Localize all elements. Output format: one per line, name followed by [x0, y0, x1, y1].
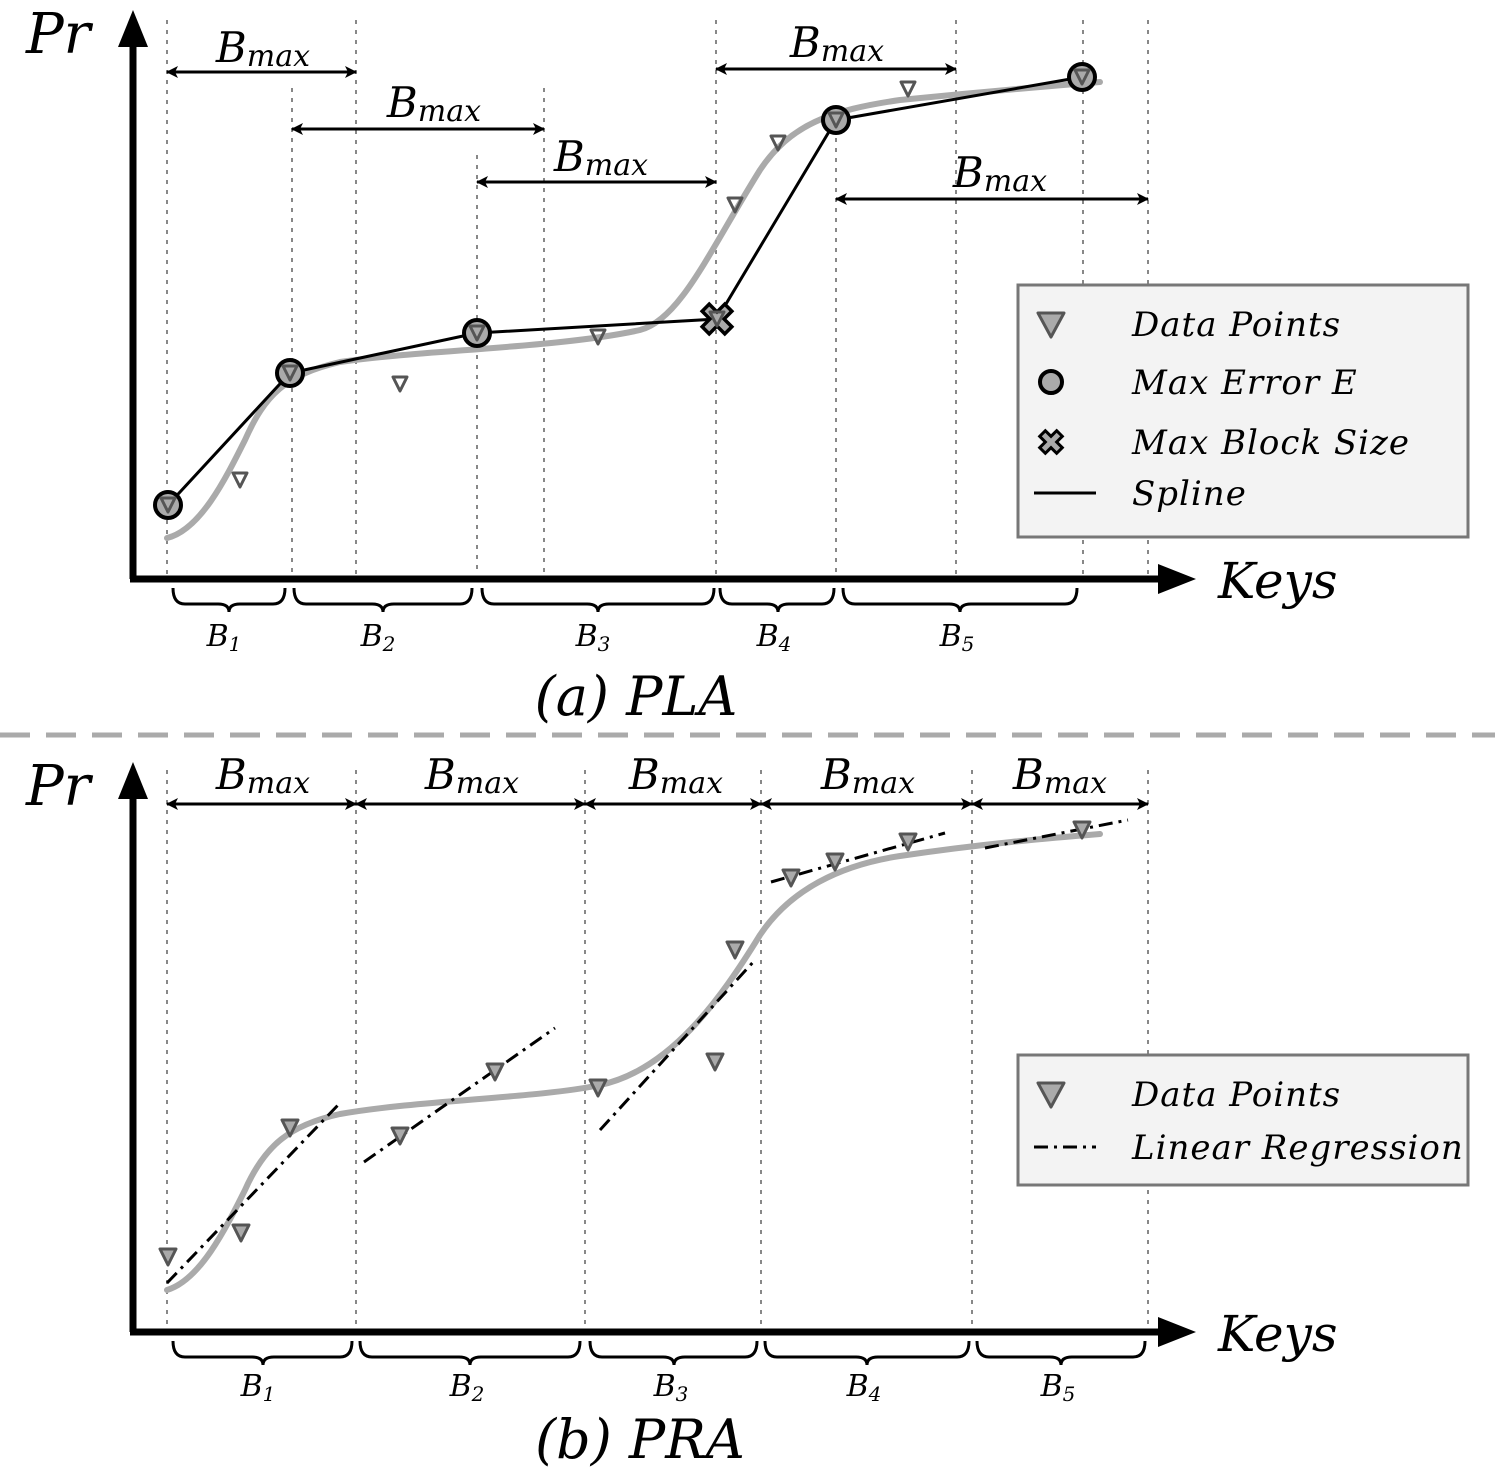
data-point	[589, 328, 607, 346]
bmax-label: Bmax	[215, 750, 310, 801]
vertical-guides	[166, 770, 1149, 1328]
data-point	[231, 1223, 251, 1243]
data-point	[726, 196, 744, 214]
data-point	[899, 80, 917, 98]
bmax-label: Bmax	[386, 78, 481, 129]
bmax-arrows	[166, 63, 1149, 205]
triangle-icon	[1036, 311, 1066, 339]
max-error-marker	[462, 318, 492, 348]
data-point	[158, 1247, 178, 1267]
block-labels: B1 B2 B3 B4 B5	[206, 619, 975, 656]
block-label-b5: B5	[939, 619, 975, 656]
panel-pla: Bmax Bmax Bmax Bmax Bmax Pr Keys B1 B2 B…	[25, 2, 1470, 728]
data-points	[158, 820, 1092, 1267]
bmax-label: Bmax	[215, 23, 310, 74]
bmax-label: Bmax	[424, 750, 519, 801]
max-error-markers	[153, 62, 1097, 520]
data-point	[231, 471, 249, 489]
spline-curve	[164, 79, 1103, 541]
data-point	[281, 364, 299, 382]
bmax-labels: Bmax Bmax Bmax Bmax Bmax	[215, 18, 1047, 199]
legend-label-data-points: Data Points	[1131, 1075, 1341, 1115]
y-axis-arrowhead	[118, 10, 148, 47]
caption-pra: (b) PRA	[535, 1408, 745, 1471]
block-label-b3: B3	[653, 1369, 689, 1406]
circle-icon	[1038, 369, 1064, 395]
spline-curve	[164, 831, 1103, 1293]
y-axis-label: Pr	[25, 2, 94, 67]
max-error-marker	[275, 358, 305, 388]
legend-box	[1016, 283, 1470, 539]
data-point	[769, 134, 787, 152]
regression-line-b1	[165, 1101, 342, 1285]
bmax-labels: Bmax Bmax Bmax Bmax Bmax	[215, 750, 1107, 801]
bmax-label: Bmax	[820, 750, 915, 801]
data-point	[159, 496, 177, 514]
data-point	[825, 852, 845, 872]
block-label-b1: B1	[240, 1369, 276, 1406]
legend-box	[1016, 1053, 1470, 1187]
panel-pra: Bmax Bmax Bmax Bmax Bmax Pr Keys B1 B2 B…	[25, 750, 1470, 1471]
data-point	[781, 868, 801, 888]
bmax-label: Bmax	[1012, 750, 1107, 801]
block-braces	[171, 1340, 1147, 1366]
caption-pla: (a) PLA	[535, 665, 738, 728]
x-axis-arrowhead	[1158, 1317, 1196, 1347]
x-axis-label: Keys	[1217, 552, 1338, 610]
axes	[129, 796, 1160, 1336]
regression-line-b4	[770, 831, 946, 884]
block-label-b4: B4	[846, 1369, 882, 1406]
triangle-icon	[1036, 1081, 1066, 1109]
y-axis-label: Pr	[25, 754, 94, 819]
block-label-b1: B1	[206, 619, 242, 656]
bmax-label: Bmax	[789, 18, 884, 69]
data-point	[280, 1118, 300, 1138]
data-point	[708, 310, 726, 328]
legend-label-linear-regression: Linear Regression	[1131, 1128, 1464, 1168]
regression-line-b2	[363, 1026, 556, 1164]
legend-label-spline: Spline	[1132, 474, 1247, 514]
x-axis-arrowhead	[1158, 564, 1196, 594]
data-point	[705, 1052, 725, 1072]
max-error-marker	[821, 105, 851, 135]
vertical-guides	[166, 20, 1149, 575]
data-points	[159, 68, 1091, 514]
legend-pra: Data Points Linear Regression	[1016, 1053, 1470, 1187]
bmax-label: Bmax	[952, 148, 1047, 199]
regression-lines	[165, 818, 1129, 1285]
max-error-marker	[153, 490, 183, 520]
data-point	[827, 111, 845, 129]
data-point	[468, 324, 486, 342]
block-label-b5: B5	[1040, 1369, 1076, 1406]
legend-label-max-error: Max Error E	[1131, 363, 1358, 403]
legend-pla: Data Points Max Error E Max Block Size S…	[1016, 283, 1470, 539]
data-point	[588, 1078, 608, 1098]
bmax-label: Bmax	[553, 132, 648, 183]
block-label-b3: B3	[575, 619, 611, 656]
pla-segments	[166, 75, 1083, 507]
max-error-marker	[1067, 62, 1097, 92]
data-point	[390, 1126, 410, 1146]
data-point	[725, 940, 745, 960]
data-point	[485, 1062, 505, 1082]
data-point	[1072, 820, 1092, 840]
regression-line-b5	[984, 818, 1129, 850]
data-point	[391, 375, 409, 393]
legend-label-data-points: Data Points	[1131, 305, 1341, 345]
block-label-b2: B2	[360, 619, 396, 656]
y-axis-arrowhead	[118, 762, 148, 799]
block-label-b2: B2	[449, 1369, 485, 1406]
legend-label-max-block-size: Max Block Size	[1131, 423, 1410, 463]
regression-line-b3	[598, 958, 757, 1132]
bmax-label: Bmax	[628, 750, 723, 801]
block-label-b4: B4	[756, 619, 792, 656]
block-labels: B1 B2 B3 B4 B5	[240, 1369, 1076, 1406]
x-axis-label: Keys	[1217, 1305, 1338, 1363]
data-point	[1073, 68, 1091, 86]
block-braces	[171, 587, 1079, 613]
data-point	[898, 832, 918, 852]
cross-icon	[1037, 428, 1065, 456]
axes	[129, 44, 1160, 583]
